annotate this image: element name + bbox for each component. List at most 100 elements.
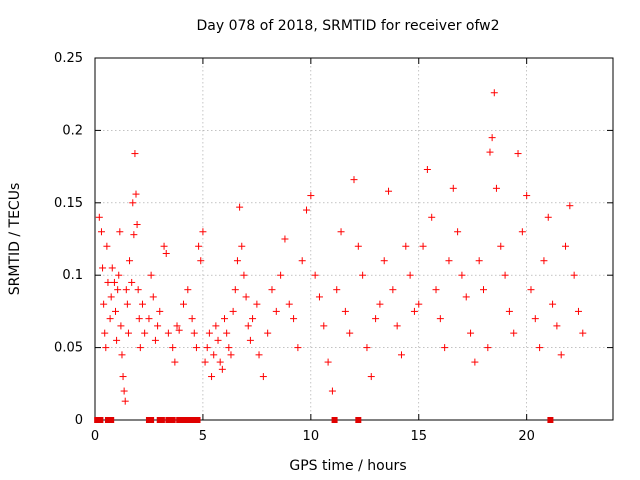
data-point xyxy=(113,336,121,344)
data-point xyxy=(190,329,198,337)
data-point xyxy=(160,242,168,250)
data-point xyxy=(510,329,518,337)
data-point xyxy=(553,322,561,330)
data-point xyxy=(135,315,143,323)
x-tick-label: 0 xyxy=(91,429,99,444)
data-point xyxy=(346,329,354,337)
data-point xyxy=(145,315,153,323)
data-point xyxy=(156,307,164,315)
data-point xyxy=(490,89,498,97)
data-point xyxy=(208,373,216,381)
data-point xyxy=(106,315,114,323)
data-point xyxy=(333,286,341,294)
data-point xyxy=(141,329,149,337)
zero-point xyxy=(97,417,104,423)
data-point xyxy=(195,242,203,250)
data-point xyxy=(100,300,108,308)
data-point xyxy=(281,235,289,243)
data-point xyxy=(277,271,285,279)
data-point xyxy=(126,257,134,265)
data-point xyxy=(454,228,462,236)
zero-points xyxy=(94,417,554,423)
data-point xyxy=(114,286,122,294)
data-point xyxy=(169,344,177,352)
data-point xyxy=(242,293,250,301)
data-point xyxy=(488,134,496,142)
data-point xyxy=(423,165,431,173)
data-point xyxy=(566,202,574,210)
y-tick-label: 0.2 xyxy=(62,123,83,138)
data-point xyxy=(298,257,306,265)
zero-point xyxy=(165,417,172,423)
chart-title: Day 078 of 2018, SRMTID for receiver ofw… xyxy=(196,18,499,34)
data-point xyxy=(376,300,384,308)
data-point xyxy=(501,271,509,279)
data-point xyxy=(128,278,136,286)
zero-point xyxy=(355,417,362,423)
data-point xyxy=(467,329,475,337)
data-point xyxy=(363,344,371,352)
data-point xyxy=(285,300,293,308)
data-point xyxy=(402,242,410,250)
data-point xyxy=(199,228,207,236)
data-point xyxy=(449,184,457,192)
data-point xyxy=(205,329,213,337)
data-point xyxy=(389,286,397,294)
data-point xyxy=(133,221,141,229)
data-point xyxy=(223,329,231,337)
data-point xyxy=(134,286,142,294)
grid-lines xyxy=(95,58,613,420)
data-point xyxy=(518,228,526,236)
data-point xyxy=(138,300,146,308)
x-tick-label: 20 xyxy=(518,429,535,444)
x-tick-label: 5 xyxy=(199,429,207,444)
data-point xyxy=(130,231,138,239)
data-point xyxy=(131,150,139,158)
data-point xyxy=(210,351,218,359)
data-point xyxy=(475,257,483,265)
data-point xyxy=(514,150,522,158)
x-axis-label: GPS time / hours xyxy=(289,458,406,474)
data-point xyxy=(164,329,172,337)
data-point xyxy=(99,264,107,272)
data-point xyxy=(179,300,187,308)
data-point xyxy=(557,351,565,359)
y-tick-label: 0.1 xyxy=(62,268,83,283)
data-point xyxy=(107,293,115,301)
data-point xyxy=(419,242,427,250)
data-point xyxy=(132,190,140,198)
data-point xyxy=(244,322,252,330)
zero-point xyxy=(182,417,189,423)
data-point xyxy=(249,315,257,323)
data-point xyxy=(225,344,233,352)
data-points xyxy=(95,89,587,405)
zero-point xyxy=(108,417,115,423)
data-point xyxy=(471,358,479,366)
data-point xyxy=(117,322,125,330)
data-point xyxy=(527,286,535,294)
data-point xyxy=(441,344,449,352)
data-point xyxy=(175,326,183,334)
data-point xyxy=(236,203,244,211)
data-point xyxy=(197,257,205,265)
data-point xyxy=(116,228,124,236)
data-point xyxy=(415,300,423,308)
data-point xyxy=(397,351,405,359)
y-axis-label: SRMTID / TECUs xyxy=(7,183,23,296)
data-point xyxy=(118,351,126,359)
data-point xyxy=(233,257,241,265)
plot-frame xyxy=(94,57,614,421)
data-point xyxy=(129,199,137,207)
data-point xyxy=(307,192,315,200)
data-point xyxy=(544,213,552,221)
data-point xyxy=(492,184,500,192)
data-point xyxy=(523,192,531,200)
data-point xyxy=(188,315,196,323)
data-point xyxy=(173,322,181,330)
zero-point xyxy=(178,417,185,423)
data-point xyxy=(315,293,323,301)
data-point xyxy=(372,315,380,323)
data-point xyxy=(486,148,494,156)
zero-point xyxy=(194,417,201,423)
x-tick-label: 10 xyxy=(303,429,320,444)
